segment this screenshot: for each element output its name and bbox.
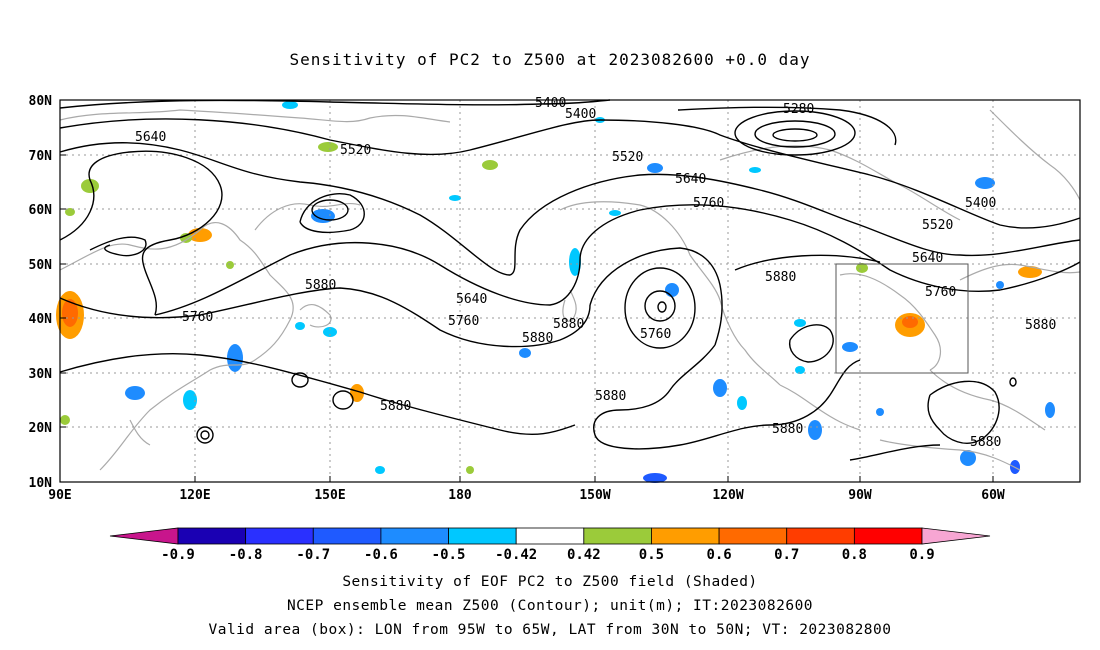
colorbar-cell — [853, 527, 923, 545]
contour-label: 5760 — [182, 310, 213, 325]
colorbar-label: 0.9 — [909, 547, 934, 563]
colorbar-label: -0.5 — [432, 547, 466, 563]
plot-title: Sensitivity of PC2 to Z500 at 2023082600… — [289, 50, 811, 69]
colorbar-cell — [786, 527, 855, 545]
colorbar-cell — [448, 527, 517, 545]
lon-label: 180 — [448, 488, 472, 503]
axis-ticks — [60, 99, 994, 483]
colorbar-label: 0.8 — [842, 547, 867, 563]
contour-labels: 5400 5400 5280 5640 5520 5520 5640 5760 … — [135, 96, 1056, 450]
contour-label: 5880 — [765, 270, 796, 285]
lat-label: 70N — [29, 149, 53, 164]
colorbar: -0.9 -0.8 -0.7 -0.6 -0.5 -0.42 0.42 0.5 0.6 0.7 0.… — [109, 527, 991, 563]
colorbar-cell — [245, 527, 314, 545]
valid-area-box — [835, 263, 969, 374]
lon-label: 120W — [712, 488, 743, 503]
contour-label: 5760 — [693, 196, 724, 211]
colorbar-under-arrow — [109, 527, 179, 545]
lon-label: 150W — [579, 488, 610, 503]
contour-label: 5400 — [535, 96, 566, 111]
contour-label: 5520 — [340, 143, 371, 158]
lon-label: 90E — [48, 488, 71, 503]
colorbar-cell — [718, 527, 788, 545]
contour-label: 5400 — [965, 196, 996, 211]
contour-label: 5760 — [925, 285, 956, 300]
lat-label: 40N — [29, 312, 53, 327]
colorbar-cell — [177, 527, 247, 545]
lat-label: 80N — [29, 94, 53, 109]
lat-axis-labels: 80N 70N 60N 50N 40N 30N 20N 10N — [29, 94, 53, 491]
contour-label: 5760 — [640, 327, 671, 342]
contour-label: 5760 — [448, 314, 479, 329]
lat-label: 30N — [29, 367, 53, 382]
contour-label: 5640 — [456, 292, 487, 307]
colorbar-cell — [515, 527, 585, 545]
colorbar-label: -0.6 — [364, 547, 398, 563]
colorbar-cells — [177, 527, 923, 545]
sensitivity-shading — [56, 101, 1055, 483]
lat-label: 20N — [29, 421, 53, 436]
map-frame — [59, 99, 1081, 483]
contour-label: 5640 — [135, 130, 166, 145]
colorbar-label: -0.7 — [296, 547, 330, 563]
lon-label: 150E — [314, 488, 345, 503]
lon-axis-labels: 90E 120E 150E 180 150W 120W 90W 60W — [48, 488, 1005, 503]
lat-label: 10N — [29, 476, 53, 491]
lon-label: 90W — [848, 488, 872, 503]
contour-label: 5520 — [922, 218, 953, 233]
contour-label: 5880 — [772, 422, 803, 437]
colorbar-labels: -0.9 -0.8 -0.7 -0.6 -0.5 -0.42 0.42 0.5 0.6 0.7 0.… — [161, 547, 935, 563]
z500-contours — [59, 99, 1081, 461]
contour-label: 5280 — [783, 102, 814, 117]
contour-label: 5880 — [970, 435, 1001, 450]
lon-label: 120E — [179, 488, 210, 503]
colorbar-cell — [651, 527, 720, 545]
caption-line-3: Valid area (box): LON from 95W to 65W, L… — [208, 622, 892, 638]
contour-label: 5400 — [565, 107, 596, 122]
colorbar-label: -0.8 — [229, 547, 263, 563]
contour-label: 5880 — [522, 331, 553, 346]
colorbar-cell — [380, 527, 449, 545]
contour-label: 5880 — [595, 389, 626, 404]
colorbar-over-arrow — [921, 527, 991, 545]
contour-label: 5640 — [912, 251, 943, 266]
colorbar-label: -0.42 — [495, 547, 537, 563]
contour-label: 5880 — [305, 278, 336, 293]
colorbar-label: -0.9 — [161, 547, 195, 563]
caption-line-2: NCEP ensemble mean Z500 (Contour); unit(… — [286, 598, 814, 614]
lon-label: 60W — [981, 488, 1005, 503]
contour-label: 5640 — [675, 172, 706, 187]
colorbar-cell — [583, 527, 652, 545]
colorbar-label: 0.6 — [706, 547, 731, 563]
contour-label: 5880 — [1025, 318, 1056, 333]
contour-label: 5880 — [380, 399, 411, 414]
colorbar-cell — [312, 527, 382, 545]
colorbar-label: 0.42 — [567, 547, 601, 563]
lat-label: 60N — [29, 203, 53, 218]
caption-line-1: Sensitivity of EOF PC2 to Z500 field (Sh… — [342, 574, 758, 590]
colorbar-label: 0.7 — [774, 547, 799, 563]
lat-label: 50N — [29, 258, 53, 273]
contour-label: 5520 — [612, 150, 643, 165]
contour-label: 5880 — [553, 317, 584, 332]
colorbar-label: 0.5 — [639, 547, 664, 563]
